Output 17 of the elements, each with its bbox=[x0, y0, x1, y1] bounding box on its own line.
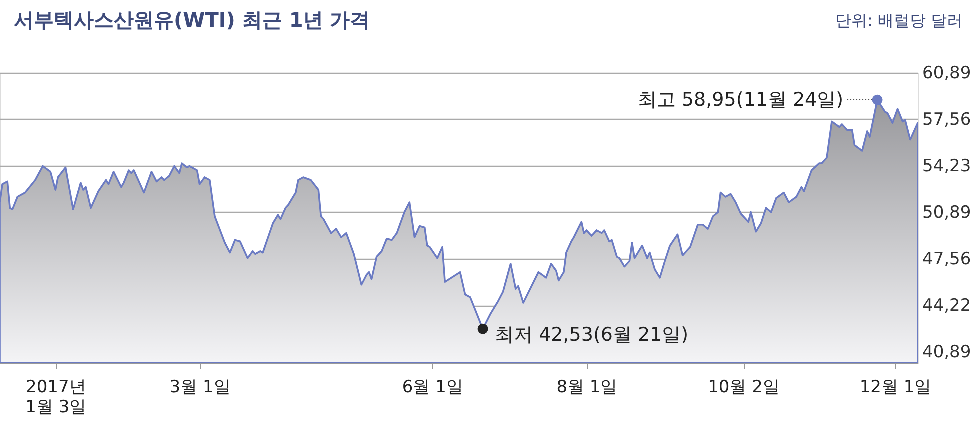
x-tick-label: 10월 2일 bbox=[708, 378, 780, 398]
y-tick-label: 60,89 bbox=[922, 64, 972, 84]
y-tick-label: 44,22 bbox=[922, 296, 972, 316]
chart-subtitle: 단위: 배럴당 달러 bbox=[835, 11, 963, 30]
y-tick-label: 40,89 bbox=[922, 342, 972, 362]
y-tick-label: 54,23 bbox=[922, 156, 972, 176]
y-tick-label: 57,56 bbox=[922, 110, 972, 130]
chart-title: 서부텍사스산원유(WTI) 최근 1년 가격 bbox=[14, 8, 370, 32]
x-tick-label: 6월 1일 bbox=[402, 378, 464, 398]
annotation: 최저 42,53(6월 21일) bbox=[495, 324, 689, 346]
annotation: 최고 58,95(11월 24일) bbox=[638, 89, 844, 112]
x-tick-label: 2017년 1월 3일 bbox=[26, 378, 87, 418]
x-tick-label: 12월 1일 bbox=[860, 378, 932, 398]
x-tick-label: 8월 1일 bbox=[556, 378, 618, 398]
y-tick-label: 50,89 bbox=[922, 202, 972, 223]
y-tick-label: 47,56 bbox=[922, 249, 972, 270]
x-tick-label: 3월 1일 bbox=[170, 378, 231, 398]
